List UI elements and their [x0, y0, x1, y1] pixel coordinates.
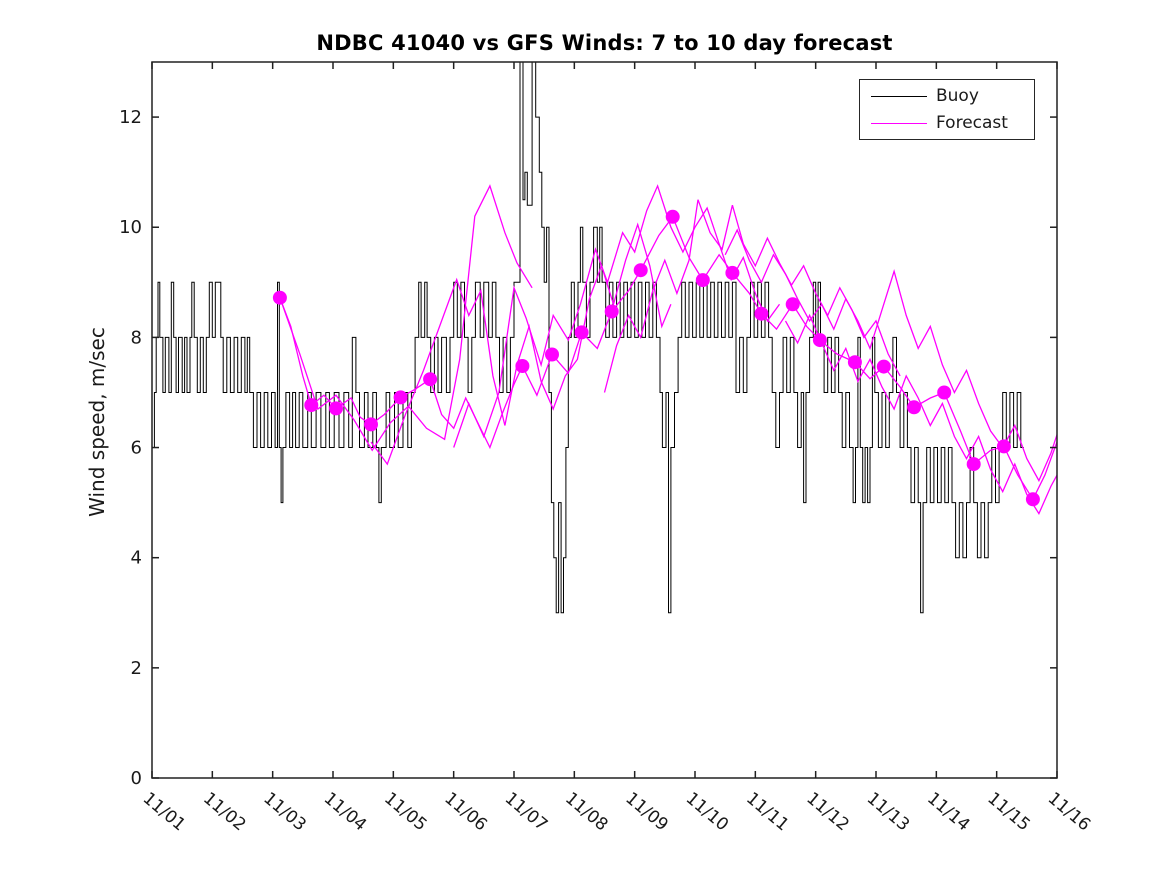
legend: Buoy Forecast: [859, 79, 1035, 140]
forecast-line-2: [370, 222, 672, 466]
forecast-line-swatch: [871, 122, 927, 124]
forecast-line-6: [784, 313, 1057, 515]
x-tick-label: 11/16: [1044, 789, 1094, 836]
buoy-line: [152, 62, 1024, 614]
y-tick-label: 10: [119, 217, 142, 238]
legend-label-forecast: Forecast: [936, 112, 1008, 133]
forecast-marker: [876, 359, 891, 374]
legend-entry-forecast: Forecast: [860, 113, 1034, 133]
series-group: [152, 62, 1057, 614]
forecast-marker: [393, 390, 408, 405]
y-tick-label: 0: [131, 768, 142, 789]
forecast-marker: [907, 400, 921, 415]
y-axis-label: Wind speed, m/sec: [85, 327, 109, 517]
x-tick-label: 11/11: [742, 789, 792, 836]
legend-entry-buoy: Buoy: [860, 86, 1034, 106]
forecast-marker: [847, 355, 862, 370]
forecast-marker: [574, 325, 589, 340]
y-tick-label: 12: [119, 107, 142, 128]
forecast-marker: [754, 306, 769, 321]
forecast-marker: [633, 263, 648, 278]
forecast-marker: [725, 265, 740, 280]
forecast-marker: [966, 457, 981, 472]
x-tick-label: 11/10: [682, 789, 732, 836]
forecast-marker: [785, 297, 800, 312]
legend-label-buoy: Buoy: [936, 85, 979, 106]
x-tick-label: 11/05: [380, 789, 430, 836]
forecast-marker: [695, 273, 710, 288]
x-tick-label: 11/15: [983, 789, 1033, 836]
buoy-line-swatch: [871, 95, 927, 97]
forecast-marker: [329, 401, 343, 416]
forecast-line-1: [279, 184, 533, 452]
x-tick-label: 11/14: [923, 789, 973, 836]
x-tick-label: 11/12: [802, 789, 852, 836]
forecast-marker: [545, 347, 559, 362]
forecast-marker: [1025, 492, 1040, 507]
axis-frame: [151, 61, 1058, 779]
y-tick-label: 6: [131, 438, 142, 459]
forecast-marker: [812, 333, 827, 348]
chart-title: NDBC 41040 vs GFS Winds: 7 to 10 day for…: [316, 31, 893, 55]
forecast-marker: [304, 398, 319, 413]
x-tick-label: 11/01: [139, 789, 189, 836]
x-tick-label: 11/03: [259, 789, 309, 836]
x-tick-label: 11/09: [621, 789, 671, 836]
forecast-marker: [364, 417, 378, 432]
x-tick-label: 11/07: [501, 789, 551, 836]
x-tick-label: 11/06: [440, 789, 490, 836]
forecast-marker: [515, 359, 530, 373]
forecast-marker: [604, 304, 619, 319]
x-tick-label: 11/13: [863, 789, 913, 836]
x-tick-label: 11/08: [561, 789, 611, 836]
forecast-marker: [423, 372, 438, 387]
forecast-marker: [665, 209, 680, 224]
x-tick-label: 11/02: [199, 789, 249, 836]
y-tick-label: 4: [131, 548, 142, 569]
x-tick-label: 11/04: [320, 789, 370, 836]
forecast-marker: [996, 439, 1011, 454]
y-tick-label: 8: [131, 327, 142, 348]
forecast-marker: [272, 290, 287, 305]
y-tick-label: 2: [131, 658, 142, 679]
forecast-marker: [937, 385, 952, 400]
